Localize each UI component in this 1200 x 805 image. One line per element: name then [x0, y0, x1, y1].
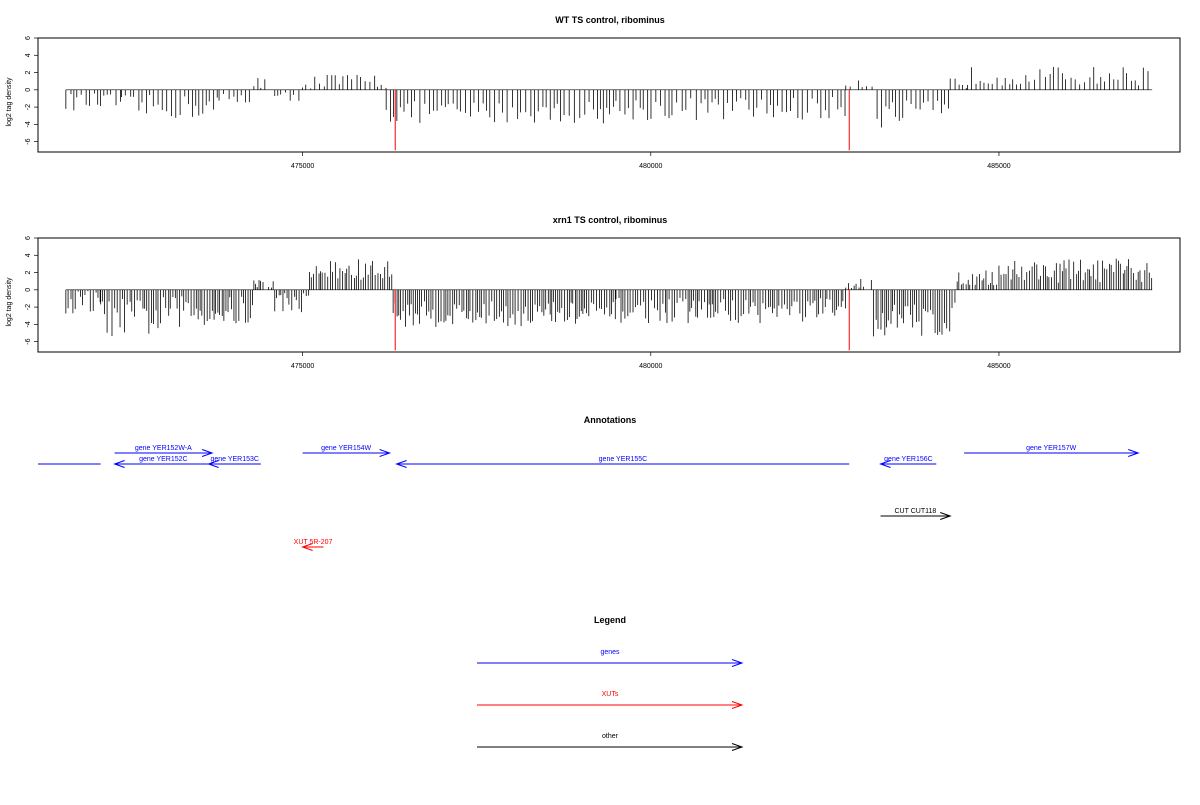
annotations-title: Annotations	[584, 415, 637, 425]
feature-label: gene YER157W	[1026, 445, 1076, 452]
feature-label: gene YER152W-A	[135, 445, 192, 452]
feature-label: XUT 5R-207	[294, 539, 333, 546]
y-tick-label: 0	[25, 288, 32, 292]
annotation-feature: gene YER154W	[302, 445, 392, 457]
legend-items: genes XUTs other	[477, 649, 744, 751]
x-tick-label: 475000	[291, 163, 314, 170]
annotation-feature: CUT CUT118	[880, 508, 952, 520]
y-tick-label: 4	[25, 53, 32, 57]
y-tick-label: -4	[25, 321, 32, 327]
x-tick-label: 485000	[987, 363, 1010, 370]
arrowhead	[731, 743, 744, 751]
wt-plot-frame	[37, 37, 1181, 153]
annotation-feature: gene YER152W-A	[114, 445, 214, 457]
arrowhead	[731, 659, 744, 667]
y-tick-label: -6	[25, 138, 32, 144]
y-tick-label: 2	[25, 70, 32, 74]
feature-label: CUT CUT118	[895, 508, 937, 515]
xrn1-panel: xrn1 TS control, ribominus log2 tag dens…	[6, 215, 1181, 370]
arrowhead	[879, 460, 891, 468]
wt-y-axis: -6 -4 -2 0 2 4 6	[25, 36, 38, 145]
legend-item: other	[477, 733, 744, 751]
wt-y-axis-label: log2 tag density	[6, 77, 13, 127]
y-tick-label: 0	[25, 88, 32, 92]
xrn1-y-axis: -6 -4 -2 0 2 4 6	[25, 236, 38, 345]
legend-label: XUTs	[602, 691, 619, 698]
feature-label: gene YER153C	[210, 456, 259, 463]
annotation-feature: gene YER157W	[964, 445, 1140, 457]
legend-title: Legend	[594, 615, 626, 625]
annotation-features: gene YER152W-A gene YER152C gene YER153C ge…	[38, 445, 1140, 551]
wt-bars	[65, 66, 1153, 151]
wt-panel: WT TS control, ribominus log2 tag densit…	[6, 15, 1181, 170]
annotation-feature: gene YER152C	[113, 456, 213, 468]
x-tick-label: 475000	[291, 363, 314, 370]
y-tick-label: 4	[25, 253, 32, 257]
legend-item: genes	[477, 649, 744, 667]
annotation-feature: gene YER155C	[395, 456, 850, 468]
wt-panel-title: WT TS control, ribominus	[555, 15, 665, 25]
y-tick-label: -2	[25, 104, 32, 110]
arrowhead	[113, 460, 125, 468]
feature-label: gene YER155C	[599, 456, 648, 463]
legend-panel: Legend genes XUTs other	[477, 615, 744, 751]
x-tick-label: 480000	[639, 363, 662, 370]
annotation-feature: gene YER153C	[207, 456, 261, 468]
arrowhead	[301, 543, 313, 551]
arrowhead	[395, 460, 407, 468]
feature-label: gene YER152C	[139, 456, 188, 463]
xrn1-x-axis: 475000 480000 485000	[291, 352, 1011, 370]
arrowhead	[731, 701, 744, 709]
legend-label: other	[602, 733, 619, 740]
y-tick-label: 6	[25, 236, 32, 240]
annotation-feature: XUT 5R-207	[294, 539, 333, 551]
feature-label: gene YER156C	[884, 456, 933, 463]
legend-item: XUTs	[477, 691, 744, 709]
arrowhead	[1128, 449, 1140, 457]
xrn1-bars	[65, 258, 1153, 351]
x-tick-label: 480000	[639, 163, 662, 170]
x-tick-label: 485000	[987, 163, 1010, 170]
annotation-feature: gene YER156C	[879, 456, 937, 468]
xrn1-plot-frame	[37, 237, 1181, 353]
arrowhead	[207, 460, 219, 468]
wt-x-axis: 475000 480000 485000	[291, 152, 1011, 170]
xrn1-panel-title: xrn1 TS control, ribominus	[553, 215, 668, 225]
y-tick-label: -6	[25, 338, 32, 344]
arrowhead	[379, 449, 392, 457]
arrowhead	[940, 512, 952, 520]
feature-label: gene YER154W	[321, 445, 371, 452]
arrowhead	[201, 449, 214, 457]
legend-label: genes	[600, 649, 620, 656]
y-tick-label: -2	[25, 304, 32, 310]
xrn1-y-axis-label: log2 tag density	[6, 277, 13, 327]
y-tick-label: -4	[25, 121, 32, 127]
y-tick-label: 6	[25, 36, 32, 40]
y-tick-label: 2	[25, 270, 32, 274]
